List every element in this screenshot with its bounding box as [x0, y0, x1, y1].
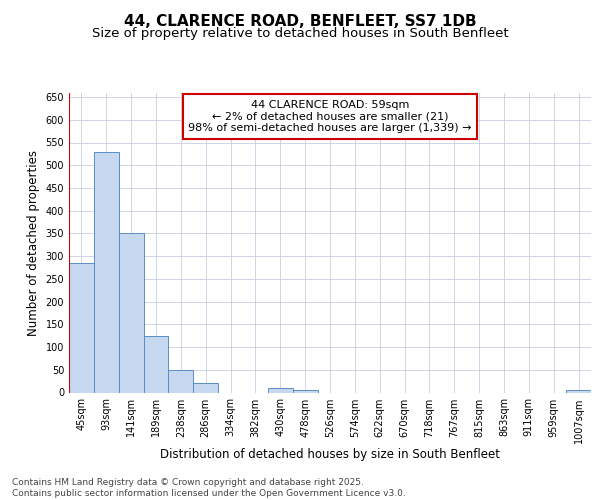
Bar	[94, 152, 119, 392]
X-axis label: Distribution of detached houses by size in South Benfleet: Distribution of detached houses by size …	[160, 448, 500, 462]
Bar	[143, 336, 169, 392]
Bar	[268, 388, 293, 392]
Bar	[566, 390, 591, 392]
Bar	[119, 234, 143, 392]
Bar	[169, 370, 193, 392]
Bar	[293, 390, 317, 392]
Bar	[193, 384, 218, 392]
Text: Size of property relative to detached houses in South Benfleet: Size of property relative to detached ho…	[92, 28, 508, 40]
Text: 44 CLARENCE ROAD: 59sqm
← 2% of detached houses are smaller (21)
98% of semi-det: 44 CLARENCE ROAD: 59sqm ← 2% of detached…	[188, 100, 472, 133]
Text: Contains HM Land Registry data © Crown copyright and database right 2025.
Contai: Contains HM Land Registry data © Crown c…	[12, 478, 406, 498]
Bar	[69, 263, 94, 392]
Y-axis label: Number of detached properties: Number of detached properties	[27, 150, 40, 336]
Text: 44, CLARENCE ROAD, BENFLEET, SS7 1DB: 44, CLARENCE ROAD, BENFLEET, SS7 1DB	[124, 14, 476, 29]
